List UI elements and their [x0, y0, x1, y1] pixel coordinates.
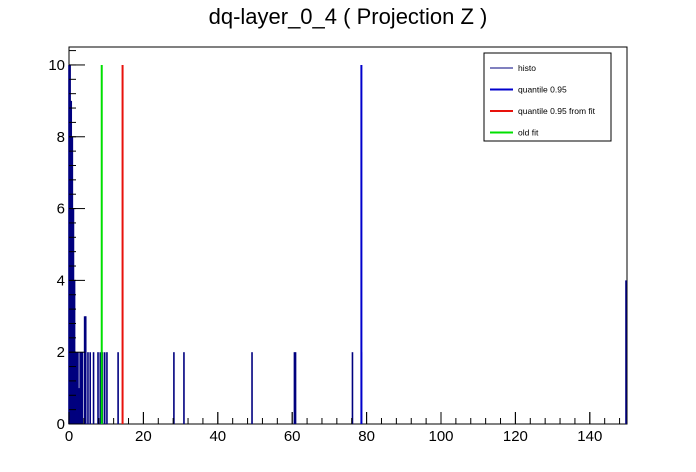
y-tick-label: 4: [57, 272, 65, 289]
legend-label: histo: [518, 63, 536, 73]
x-tick-label: 0: [65, 428, 73, 445]
y-tick-label: 10: [48, 57, 65, 74]
y-tick-label: 6: [57, 201, 65, 218]
legend-label: quantile 0.95 from fit: [518, 106, 596, 116]
x-tick-label: 60: [284, 428, 301, 445]
marker-lines: [100, 64, 363, 424]
legend-label: old fit: [518, 128, 539, 138]
x-tick-label: 80: [358, 428, 375, 445]
legend: histo quantile 0.95 quantile 0.95 from fit…: [483, 52, 612, 142]
histogram-bars: [68, 64, 627, 424]
y-tick-label: 8: [57, 129, 65, 146]
x-tick-label: 100: [428, 428, 453, 445]
chart-title: dq-layer_0_4 ( Projection Z ): [209, 4, 488, 29]
x-axis: 0 20 40 60 80 100 120 140: [65, 412, 621, 445]
y-tick-label: 2: [57, 344, 65, 361]
y-tick-label: 0: [57, 416, 65, 433]
x-tick-label: 40: [209, 428, 226, 445]
legend-box: [483, 52, 612, 142]
x-tick-label: 20: [135, 428, 152, 445]
legend-label: quantile 0.95: [518, 85, 567, 95]
y-axis: 0 2 4 6 8 10: [48, 50, 85, 433]
plot-area: 0 20 40 60 80 100 120 140 0 2 4 6 8 10: [48, 46, 628, 445]
x-tick-label: 120: [503, 428, 528, 445]
x-tick-label: 140: [577, 428, 602, 445]
